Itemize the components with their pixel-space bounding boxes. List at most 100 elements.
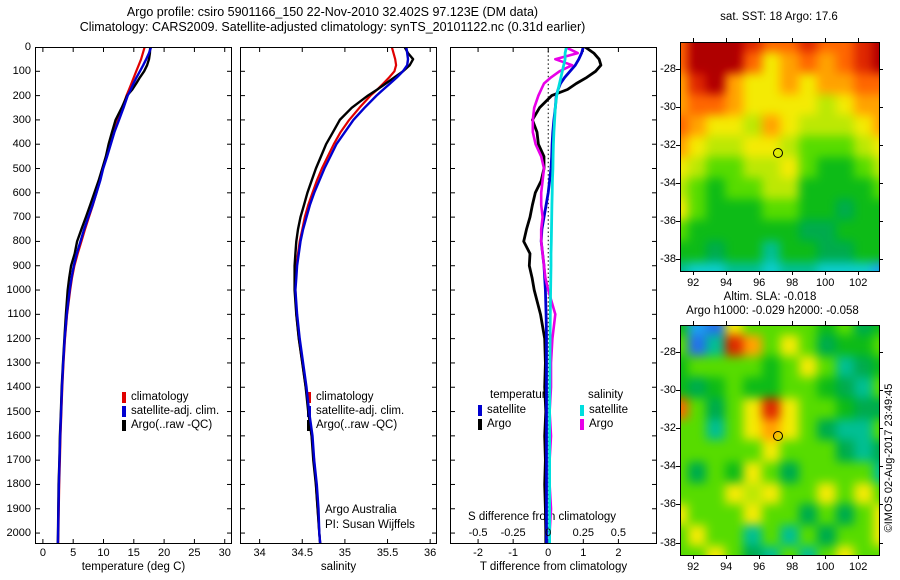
- series-satellite-t-diff: [539, 47, 585, 544]
- map-cell: [798, 73, 817, 94]
- depth-tick-label: 1200: [6, 332, 31, 345]
- legend-color-swatch: [580, 404, 584, 416]
- imos-credit-text: ©IMOS 02-Aug-2017 23:49:45: [883, 383, 895, 533]
- map-y-tick: [676, 144, 680, 146]
- map-cell: [681, 52, 688, 73]
- map-cell: [835, 398, 854, 420]
- map-cell: [817, 419, 836, 441]
- map-y-tick: [676, 220, 680, 222]
- map-x-tick: [693, 321, 695, 325]
- map-cell: [798, 461, 817, 483]
- map-cell: [743, 482, 762, 504]
- map-cell: [854, 524, 873, 546]
- map-cell: [780, 157, 799, 178]
- map-cell: [854, 335, 873, 357]
- map-y-tick-label: -28: [660, 62, 676, 75]
- map-x-tick: [759, 555, 761, 559]
- map-cell: [854, 419, 873, 441]
- map-cell: [780, 73, 799, 94]
- difference-legend-temperature: temperature satellite Argo: [478, 389, 552, 431]
- depth-tick-label: 1900: [6, 502, 31, 515]
- map-y-tick-label: -32: [660, 422, 676, 435]
- legend-color-swatch: [478, 404, 482, 416]
- map-x-tick: [825, 555, 827, 559]
- map-cell: [835, 326, 854, 336]
- map-cell: [780, 326, 799, 336]
- x-tick-label: 1: [580, 547, 587, 559]
- map-cell: [761, 482, 780, 504]
- map-cell: [761, 115, 780, 136]
- map-cell: [835, 241, 854, 262]
- map-y-tick: [879, 182, 883, 184]
- map-cell: [780, 377, 799, 399]
- s-tick-label: 0.5: [610, 527, 627, 539]
- map-x-tick: [693, 38, 695, 42]
- map-cell: [835, 157, 854, 178]
- map-cell: [872, 94, 879, 115]
- map-cell: [681, 545, 688, 555]
- map-cell: [835, 262, 854, 271]
- map-cell: [835, 377, 854, 399]
- legend-label: climatology: [131, 391, 189, 403]
- map-cell: [687, 482, 706, 504]
- pi-annotation: PI: Susan Wijffels: [325, 519, 415, 531]
- map-cell: [761, 440, 780, 462]
- map-cell: [761, 52, 780, 73]
- map-cell: [743, 115, 762, 136]
- map-cell: [687, 356, 706, 378]
- argo-australia-annotation: Argo Australia: [325, 504, 397, 516]
- map-cell: [798, 199, 817, 220]
- map-cell: [854, 545, 873, 555]
- map-cell: [817, 241, 836, 262]
- map-cell: [798, 115, 817, 136]
- map-x-tick: [858, 321, 860, 325]
- map-cell: [835, 43, 854, 52]
- map-y-tick: [879, 428, 883, 430]
- map-cell: [706, 43, 725, 52]
- map-cell: [743, 52, 762, 73]
- legend-label: climatology: [316, 391, 374, 403]
- map-cell: [681, 524, 688, 546]
- depth-tick-label: 2000: [6, 527, 31, 540]
- legend-color-swatch: [580, 418, 584, 430]
- map-y-tick: [676, 428, 680, 430]
- map-cell: [706, 335, 725, 357]
- map-cell: [687, 220, 706, 241]
- map-cell: [724, 199, 743, 220]
- map-cell: [687, 398, 706, 420]
- map-cell: [872, 115, 879, 136]
- map-cell: [780, 545, 799, 555]
- map-cell: [761, 157, 780, 178]
- x-tick-label: 0: [39, 547, 46, 559]
- map-x-tick-label: 92: [687, 277, 700, 289]
- map-cell: [706, 461, 725, 483]
- map-x-tick-label: 96: [753, 277, 766, 289]
- map-cell: [743, 545, 762, 555]
- x-tick-label: 34.5: [291, 547, 313, 559]
- map-cell: [724, 524, 743, 546]
- map-cell: [854, 115, 873, 136]
- x-tick-label: 15: [127, 547, 140, 559]
- map-cell: [681, 178, 688, 199]
- map-cell: [798, 220, 817, 241]
- map-cell: [724, 419, 743, 441]
- map-cell: [872, 356, 879, 378]
- map-cell: [780, 241, 799, 262]
- map-cell: [835, 52, 854, 73]
- map-cell: [872, 43, 879, 52]
- map-cell: [835, 524, 854, 546]
- legend-header-temperature: temperature: [490, 389, 553, 401]
- legend-label: satellite: [589, 404, 628, 416]
- map-cell: [835, 419, 854, 441]
- legend-color-swatch: [122, 405, 126, 417]
- map-x-tick: [726, 321, 728, 325]
- legend-color-swatch: [122, 419, 126, 431]
- float-location-marker: [773, 147, 784, 158]
- map-cell: [724, 241, 743, 262]
- map-x-tick: [825, 321, 827, 325]
- s-tick-label: 0.25: [572, 527, 595, 539]
- map-cell: [817, 157, 836, 178]
- map-cell: [681, 482, 688, 504]
- map-cell: [835, 94, 854, 115]
- depth-tick-label: 1600: [6, 429, 31, 442]
